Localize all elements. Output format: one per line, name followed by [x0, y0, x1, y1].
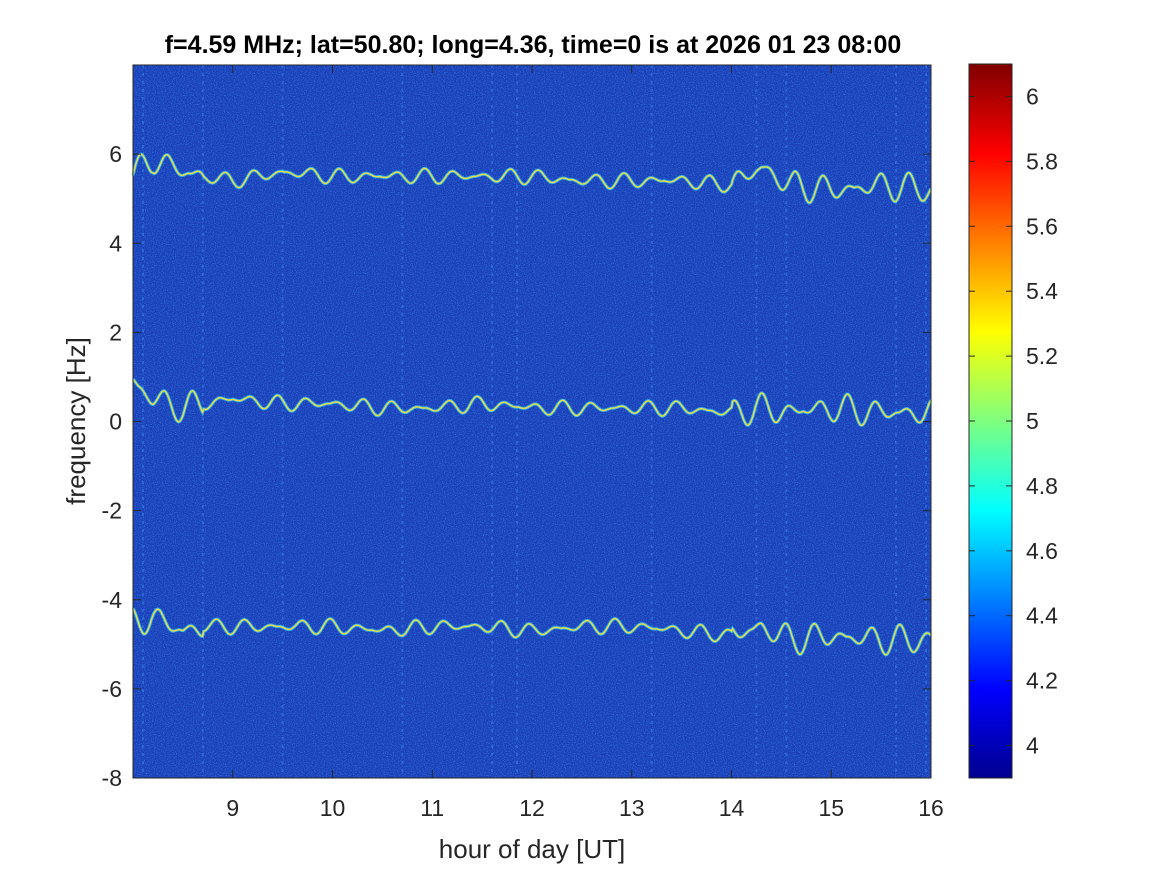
y-tick-label: 4 — [109, 230, 122, 256]
heatmap-area — [131, 64, 933, 779]
signal-trace — [132, 378, 932, 427]
colorbar-gradient — [969, 64, 1012, 778]
colorbar-tick-label: 4.8 — [1026, 473, 1058, 499]
x-tick-label: 15 — [818, 795, 844, 821]
x-tick-label: 9 — [226, 795, 239, 821]
vertical-interference-lines — [141, 65, 928, 778]
x-axis-ticks: 9 10 11 12 13 14 15 16 — [226, 65, 944, 821]
colorbar: 4 4.2 4.4 4.6 4.8 5 5.2 5.4 5.6 5.8 6 — [968, 63, 1058, 779]
chart-title: f=4.59 MHz; lat=50.80; long=4.36, time=0… — [165, 31, 902, 59]
colorbar-tick-label: 5.4 — [1026, 278, 1058, 304]
colorbar-tick-label: 4.2 — [1026, 668, 1058, 694]
y-tick-label: 0 — [109, 409, 122, 435]
colorbar-tick-label: 4 — [1026, 733, 1039, 759]
colorbar-tick-label: 5.2 — [1026, 343, 1058, 369]
colorbar-tick-label: 4.4 — [1026, 603, 1058, 629]
x-tick-label: 10 — [320, 795, 346, 821]
y-tick-label: -6 — [102, 676, 122, 702]
noise-overlay — [133, 65, 931, 778]
colorbar-tick-label: 5.8 — [1026, 148, 1058, 174]
x-tick-label: 12 — [519, 795, 545, 821]
signal-trace — [132, 608, 932, 656]
colorbar-tick-label: 6 — [1026, 83, 1039, 109]
signal-trace — [132, 153, 932, 204]
y-tick-label: 6 — [109, 141, 122, 167]
x-axis-label: hour of day [UT] — [439, 834, 625, 864]
y-tick-label: -2 — [102, 498, 122, 524]
signal-traces — [131, 152, 933, 657]
x-tick-label: 13 — [619, 795, 645, 821]
y-tick-label: 2 — [109, 319, 122, 345]
y-axis-ticks: -8 -6 -4 -2 0 2 4 6 — [102, 141, 931, 791]
colorbar-tick-label: 5 — [1026, 408, 1039, 434]
x-tick-label: 14 — [719, 795, 745, 821]
colorbar-tick-label: 4.6 — [1026, 538, 1058, 564]
y-axis-label: frequency [Hz] — [61, 337, 91, 505]
y-tick-label: -8 — [102, 765, 122, 791]
colorbar-tick-label: 5.6 — [1026, 213, 1058, 239]
colorbar-ticks: 4 4.2 4.4 4.6 4.8 5 5.2 5.4 5.6 5.8 6 — [969, 83, 1058, 759]
y-tick-label: -4 — [102, 587, 123, 613]
x-tick-label: 11 — [420, 795, 444, 821]
x-tick-label: 16 — [918, 795, 944, 821]
